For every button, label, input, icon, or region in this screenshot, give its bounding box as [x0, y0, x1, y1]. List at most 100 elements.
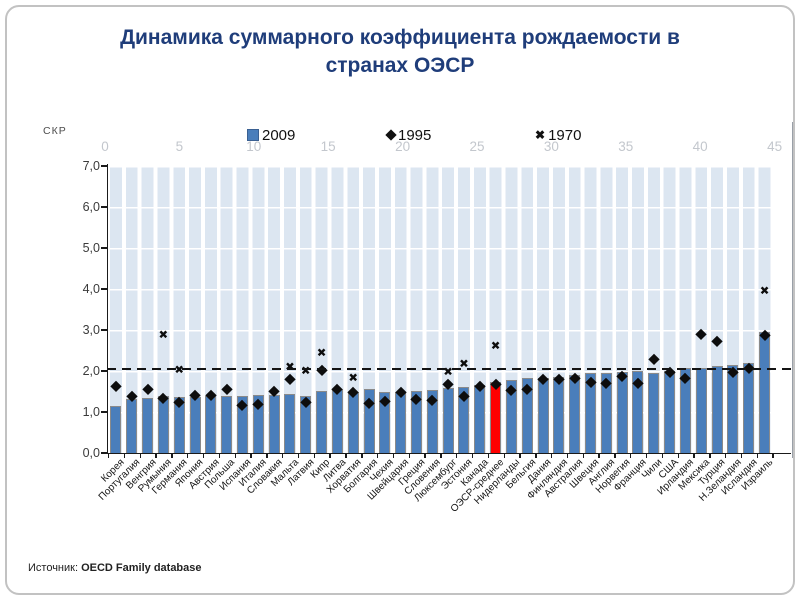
source-text: OECD Family database	[81, 562, 202, 574]
x-axis-tick	[361, 453, 363, 458]
legend-label: 1970	[548, 126, 582, 144]
bar-Дания	[537, 377, 549, 453]
top-axis-tick-label: 45	[767, 139, 783, 154]
top-axis-tick-label: 0	[101, 139, 109, 154]
x-axis-tick	[519, 453, 521, 458]
bar-Чили	[648, 373, 660, 453]
x-axis-line	[106, 452, 791, 455]
marker-1970-Израиль: ✖	[759, 283, 770, 298]
legend-item-2009: 2009	[247, 126, 295, 144]
bar-Словения	[426, 390, 438, 453]
bar-Португалия	[126, 398, 138, 453]
x-axis-tick	[693, 453, 695, 458]
source-label: Источник:	[28, 562, 79, 574]
legend-label: 2009	[262, 126, 296, 144]
marker-1970-Латвия: ✖	[300, 363, 311, 378]
x-axis-tick	[724, 453, 727, 458]
x-axis-tick	[155, 453, 157, 458]
bar-Швеция	[585, 373, 596, 453]
y-axis-tick	[101, 370, 108, 372]
x-axis-tick	[772, 453, 774, 458]
x-axis-tick	[503, 453, 505, 458]
x-axis-tick	[709, 453, 711, 458]
page-title: Динамика суммарного коэффициента рождаем…	[0, 24, 800, 80]
x-axis-tick	[408, 453, 410, 458]
x-axis-tick	[440, 453, 442, 458]
bar-Чехия	[379, 391, 391, 453]
y-axis-tick-label: 4,0	[82, 282, 100, 296]
x-axis-tick	[234, 453, 236, 458]
x-axis-tick	[756, 453, 758, 458]
bar-Турция	[711, 366, 723, 453]
bar-Словакия	[268, 395, 280, 453]
x-axis-tick	[345, 453, 347, 458]
y-axis-tick-label: 6,0	[82, 200, 100, 214]
bar-Швейцария	[395, 391, 407, 453]
title-line-2: странах ОЭСР	[325, 53, 475, 77]
x-axis-tick	[202, 453, 205, 458]
x-axis-tick	[471, 453, 474, 458]
x-axis-tick	[123, 453, 126, 458]
legend-diamond-icon	[385, 129, 397, 141]
marker-1970-Кипр: ✖	[316, 345, 327, 360]
bar-Болгария	[363, 388, 375, 453]
x-axis-tick	[171, 453, 173, 458]
marker-1970-Мальта: ✖	[285, 359, 295, 374]
marker-1970-Хорватия: ✖	[348, 370, 359, 385]
bar-США	[664, 370, 676, 453]
legend-item-1995: 1995	[385, 126, 431, 144]
bar-Нидерланды	[505, 379, 517, 453]
y-axis-tick-label: 5,0	[82, 241, 100, 255]
legend-square-icon	[247, 129, 259, 141]
top-axis-tick-label: 35	[618, 139, 634, 154]
bar-Австралия	[569, 375, 581, 453]
bar-Румыния	[157, 396, 169, 453]
bar-Литва	[331, 389, 343, 453]
bar-Венгрия	[142, 398, 154, 453]
y-axis-tick	[101, 165, 108, 167]
marker-1970-Румыния: ✖	[158, 327, 169, 341]
x-axis-tick	[139, 453, 142, 458]
x-axis-tick	[108, 453, 110, 458]
bar-Мальта	[284, 393, 296, 453]
bar-Япония	[189, 396, 201, 453]
y-axis-title: СКР	[43, 125, 67, 137]
marker-1970-Люксембург: ✖	[443, 364, 453, 379]
top-axis-tick-label: 20	[395, 139, 411, 154]
x-axis-tick	[535, 453, 537, 458]
bar-Корея	[110, 405, 122, 453]
bar-Хорватия	[347, 391, 359, 453]
plot-area	[108, 166, 772, 453]
bar-Франция	[632, 371, 644, 453]
y-axis-tick-label: 0,0	[82, 446, 100, 460]
x-axis-tick	[598, 453, 600, 458]
bar-Польша	[221, 395, 233, 453]
top-axis-tick-label: 10	[246, 139, 262, 154]
bar-Норвегия	[616, 371, 628, 453]
x-axis-tick	[297, 453, 300, 458]
bar-Англия	[600, 373, 612, 453]
x-axis-tick	[282, 453, 284, 458]
source-note: Источник: OECD Family database	[28, 562, 202, 574]
x-axis-tick	[582, 453, 584, 458]
x-axis-tick	[645, 453, 648, 458]
top-axis-tick-label: 40	[692, 139, 708, 154]
marker-1970-Эстония: ✖	[459, 356, 469, 371]
x-axis-tick	[250, 453, 252, 458]
top-axis-tick-label: 5	[175, 139, 184, 154]
top-axis-tick-label: 15	[320, 139, 336, 154]
x-axis-tick	[187, 453, 189, 458]
y-axis-tick-label: 2,0	[82, 364, 100, 378]
bar-Н.Зеландия	[727, 365, 739, 453]
y-axis-tick	[101, 452, 108, 454]
bar-highlight-ОЭСР-среднее	[490, 381, 502, 453]
y-axis-tick	[101, 206, 108, 208]
y-axis-tick-label: 7,0	[82, 159, 100, 173]
x-axis-tick	[376, 453, 379, 458]
x-axis-tick	[392, 453, 395, 458]
x-axis-tick	[740, 453, 743, 458]
bar-Мексика	[695, 367, 707, 453]
legend-item-1970: ✖ 1970	[535, 126, 581, 144]
reference-line	[107, 367, 791, 371]
